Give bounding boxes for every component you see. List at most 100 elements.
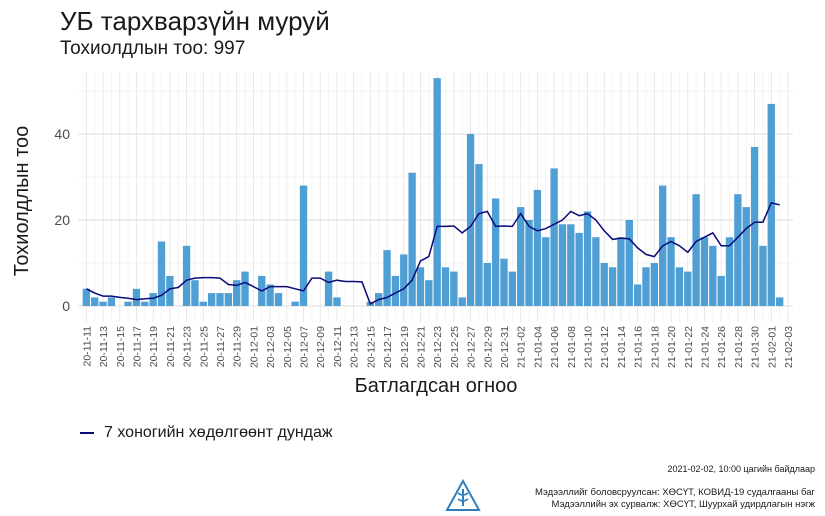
bar — [216, 293, 224, 306]
bar — [750, 146, 759, 306]
x-tick-label: 21-01-28 — [733, 326, 745, 368]
x-tick-label: 21-01-16 — [633, 326, 645, 368]
bar — [558, 224, 567, 306]
x-tick-label: 20-12-01 — [248, 326, 260, 368]
x-tick-label: 20-12-19 — [399, 326, 411, 368]
bar — [383, 250, 391, 306]
x-tick-label: 20-11-17 — [131, 326, 143, 367]
bar — [767, 103, 775, 307]
bar — [291, 301, 299, 306]
bar — [600, 263, 608, 306]
bar — [483, 263, 491, 306]
chart-subtitle: Тохиолдлын тоо: 997 — [60, 38, 246, 59]
updated-timestamp: 2021-02-02, 10:00 цагийн байдлаар — [667, 464, 815, 474]
chart-title: УБ тархварзүйн муруй — [60, 6, 330, 36]
bar — [775, 297, 784, 306]
bar — [667, 237, 675, 306]
legend: 7 хоногийн хөдөлгөөнт дундаж — [80, 424, 333, 442]
x-tick-label: 20-11-23 — [182, 326, 194, 367]
bar — [533, 189, 542, 306]
x-tick-label: 20-12-07 — [299, 326, 311, 368]
bar — [458, 297, 466, 306]
bar — [700, 237, 709, 306]
bar — [717, 275, 725, 306]
bar — [500, 258, 508, 306]
y-axis-ticks: 0 20 40 — [54, 126, 70, 314]
x-tick-label: 20-12-03 — [265, 326, 277, 368]
bar — [224, 293, 233, 306]
bar — [107, 297, 116, 306]
bar — [233, 280, 241, 306]
bar — [617, 237, 625, 306]
x-tick-label: 20-12-23 — [432, 326, 444, 368]
legend-label: 7 хоногийн хөдөлгөөнт дундаж — [104, 424, 333, 441]
bar — [725, 237, 734, 306]
footer-processed-by: Мэдээллийг боловсруулсан: ХӨСҮТ, КОВИД-1… — [534, 487, 815, 498]
bar — [391, 275, 400, 306]
bar — [709, 245, 717, 306]
bar — [191, 280, 199, 306]
bar — [333, 297, 341, 306]
bar — [82, 288, 91, 306]
x-tick-label: 20-11-29 — [232, 326, 244, 367]
x-tick-label: 21-01-02 — [516, 326, 528, 368]
x-tick-label: 20-11-19 — [148, 326, 160, 367]
x-axis-ticks: 20-11-11 20-11-13 20-11-15 20-11-17 20-11-19… — [81, 326, 795, 368]
bar — [508, 271, 517, 306]
x-tick-label: 20-11-25 — [198, 326, 210, 367]
bar — [199, 301, 207, 306]
x-tick-label: 20-12-09 — [315, 326, 327, 368]
legend-line-swatch — [80, 432, 94, 434]
x-axis-label: Батлагдсан огноо — [355, 375, 518, 397]
bar — [441, 267, 450, 306]
x-tick-label: 20-11-21 — [165, 326, 177, 367]
bar — [684, 271, 692, 306]
x-tick-label: 21-01-26 — [716, 326, 728, 368]
bar — [425, 280, 433, 306]
bar — [592, 237, 600, 306]
bar — [567, 224, 575, 306]
bar — [525, 220, 533, 306]
bar — [517, 207, 525, 306]
bar — [274, 293, 283, 306]
x-tick-label: 20-12-31 — [499, 326, 511, 368]
bar — [583, 211, 592, 306]
x-tick-label: 20-12-13 — [349, 326, 361, 368]
bars — [82, 78, 784, 307]
footer-credits: Мэдээллийг боловсруулсан: ХӨСҮТ, КОВИД-1… — [535, 487, 815, 511]
bar — [759, 245, 767, 306]
bar — [132, 288, 141, 306]
bar — [433, 78, 441, 306]
bar — [99, 301, 107, 306]
organization-logo — [445, 479, 481, 511]
bar — [207, 293, 216, 306]
bar — [550, 168, 558, 306]
bar — [642, 267, 650, 306]
x-tick-label: 20-11-13 — [98, 326, 110, 367]
bar — [475, 164, 483, 306]
x-tick-label: 20-12-27 — [466, 326, 478, 368]
x-tick-label: 21-01-14 — [616, 326, 628, 368]
footer-source: Мэдээллийн эх сурвалж: ХӨСҮТ, Шуурхай уд… — [551, 499, 815, 510]
bar — [466, 134, 475, 306]
x-tick-label: 21-01-06 — [549, 326, 561, 368]
x-tick-label: 20-12-05 — [282, 326, 294, 368]
y-tick-label: 0 — [62, 298, 70, 314]
bar — [299, 185, 308, 306]
bar — [400, 254, 408, 306]
x-tick-label: 21-01-24 — [699, 326, 711, 368]
bar — [266, 284, 274, 306]
x-tick-label: 21-01-20 — [666, 326, 678, 368]
y-tick-label: 40 — [54, 126, 70, 142]
x-tick-label: 21-02-01 — [766, 326, 778, 368]
x-tick-label: 20-12-17 — [382, 326, 394, 368]
bar — [408, 172, 416, 306]
bar — [241, 271, 249, 306]
bar — [182, 245, 191, 306]
x-tick-label: 21-01-22 — [683, 326, 695, 368]
bar — [141, 301, 149, 306]
bar — [625, 220, 633, 306]
y-axis-label: Тохиолдлын тоо — [11, 126, 33, 277]
bar — [149, 293, 157, 306]
